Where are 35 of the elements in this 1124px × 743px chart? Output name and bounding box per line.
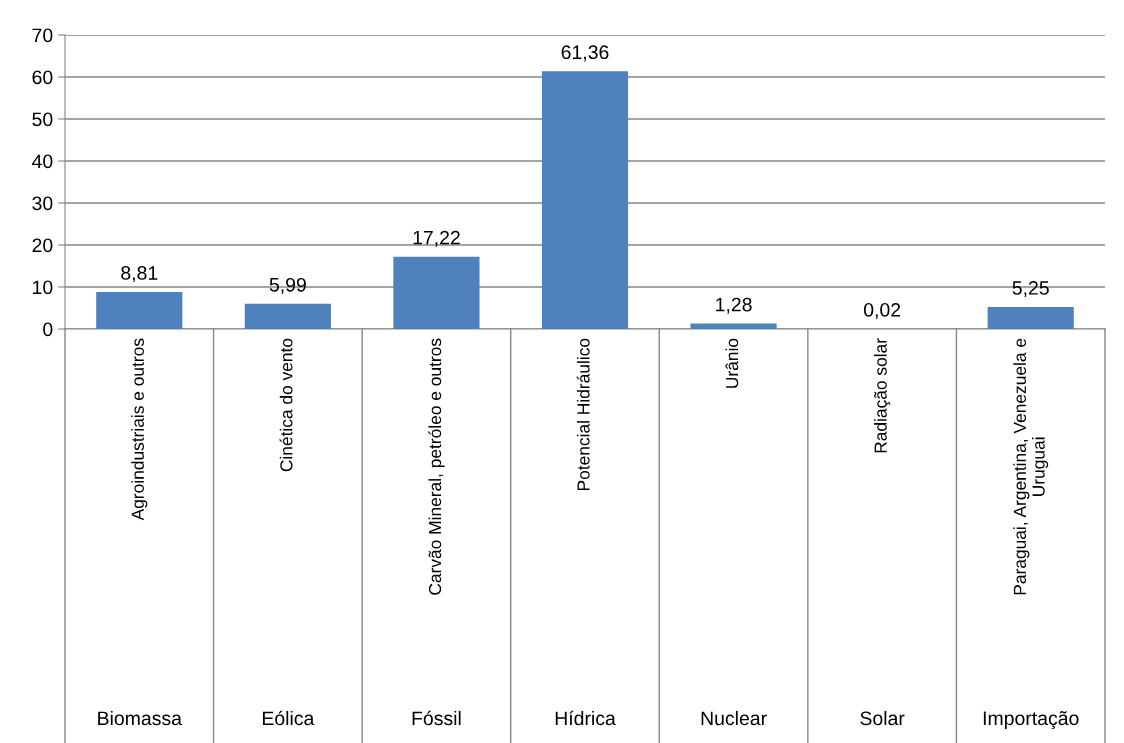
bar [541, 71, 629, 329]
y-tick-label: 20 [32, 238, 53, 253]
y-tick-label: 0 [43, 322, 53, 337]
bar [987, 306, 1074, 329]
data-label: 5,25 [1012, 281, 1049, 298]
text: Importação [983, 710, 1079, 730]
bar [690, 323, 777, 329]
text: Hídrica [555, 710, 616, 726]
x-tick-label: Carvão Mineral, petróleo e outros [428, 338, 445, 595]
y-tick-label: 10 [33, 280, 53, 295]
y-tick-label: 70 [32, 28, 53, 43]
x-tick-label: Paraguai, Argentina, Venezuela e Uruguai [1013, 338, 1049, 595]
text: Fóssil [412, 710, 461, 726]
bar [96, 292, 183, 329]
data-label: 17,22 [413, 230, 460, 247]
text: Eólica [262, 710, 315, 726]
bar [393, 256, 480, 329]
data-label: 61,36 [561, 45, 609, 62]
data-label: 5,99 [269, 277, 306, 294]
data-label: 0,02 [863, 302, 901, 320]
data-label: 1,28 [716, 297, 752, 314]
text: Nuclear [701, 710, 767, 726]
y-tick-label: 50 [32, 112, 53, 127]
x-tick-label: Cinética do vento [279, 338, 293, 472]
x-tick-label: Agroindustriais e outros [131, 338, 148, 521]
x-tick-label: Potencial Hidráulico [576, 338, 590, 490]
text: Biomassa [98, 710, 182, 726]
x-tick-label: Radiação solar [874, 338, 891, 453]
bar [244, 303, 331, 329]
x-tick-label: Urânio [725, 338, 739, 388]
text: Solar [860, 710, 905, 726]
y-tick-label: 40 [32, 154, 53, 169]
data-label: 8,81 [121, 266, 158, 283]
y-tick-label: 30 [32, 196, 53, 211]
y-tick-label: 60 [32, 70, 53, 85]
